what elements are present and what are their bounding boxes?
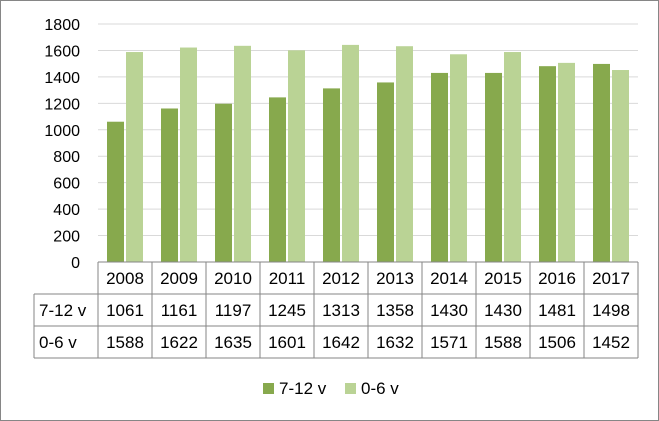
table-row-label-0-6v: 0-6 v (39, 333, 77, 352)
bar-0-6v-2011 (288, 50, 305, 262)
table-value-0-6v-2009: 1622 (160, 333, 198, 352)
table-value-0-6v-2016: 1506 (538, 333, 576, 352)
bar-0-6v-2017 (612, 70, 629, 262)
data-table: 2008 2009 2010 2011 2012 2013 2014 2015 2016 2017… (33, 261, 639, 359)
y-tick-label-200: 200 (53, 229, 80, 246)
table-value-7-12v-2013: 1358 (376, 301, 414, 320)
bar-7-12v-2014 (431, 72, 448, 262)
legend-swatch-0-6v (345, 383, 356, 394)
table-value-7-12v-2008: 1061 (106, 301, 144, 320)
table-value-0-6v-2015: 1588 (484, 333, 522, 352)
category-label-2013: 2013 (376, 269, 414, 288)
bar-7-12v-2017 (593, 63, 610, 263)
bars (107, 44, 629, 263)
category-label-2015: 2015 (484, 269, 522, 288)
legend-label-0-6v: 0-6 v (361, 379, 399, 398)
category-label-2017: 2017 (592, 269, 630, 288)
table-value-7-12v-2014: 1430 (430, 301, 468, 320)
table-value-7-12v-2012: 1313 (322, 301, 360, 320)
category-label-2010: 2010 (214, 269, 252, 288)
bar-0-6v-2016 (558, 62, 575, 262)
legend: 7-12 v 0-6 v (263, 379, 399, 398)
y-tick-label-1400: 1400 (44, 70, 80, 87)
legend-label-7-12v: 7-12 v (279, 379, 327, 398)
bar-0-6v-2009 (180, 47, 197, 263)
table-value-0-6v-2010: 1635 (214, 333, 252, 352)
bar-7-12v-2013 (377, 82, 394, 262)
category-label-2014: 2014 (430, 269, 468, 288)
table-value-7-12v-2011: 1245 (268, 301, 306, 320)
y-tick-label-1600: 1600 (44, 43, 80, 60)
bar-7-12v-2012 (323, 88, 340, 263)
y-axis-tick-labels: 0 200 400 600 800 1000 1200 1400 1600 1800 (44, 17, 80, 272)
table-value-0-6v-2014: 1571 (430, 333, 468, 352)
bar-7-12v-2010 (215, 103, 232, 262)
bar-0-6v-2014 (450, 54, 467, 263)
category-label-2012: 2012 (322, 269, 360, 288)
bar-7-12v-2008 (107, 121, 124, 262)
y-tick-label-600: 600 (53, 176, 80, 193)
bar-0-6v-2012 (342, 44, 359, 262)
table-value-7-12v-2017: 1498 (592, 301, 630, 320)
category-label-2008: 2008 (106, 269, 144, 288)
y-tick-label-0: 0 (71, 255, 80, 272)
bar-7-12v-2016 (539, 66, 556, 262)
table-value-0-6v-2013: 1632 (376, 333, 414, 352)
table-value-0-6v-2008: 1588 (106, 333, 144, 352)
legend-swatch-7-12v (263, 383, 274, 394)
y-tick-label-1200: 1200 (44, 96, 80, 113)
table-value-0-6v-2011: 1601 (268, 333, 306, 352)
gridlines (98, 23, 638, 263)
table-value-7-12v-2016: 1481 (538, 301, 576, 320)
category-label-2009: 2009 (160, 269, 198, 288)
y-tick-label-400: 400 (53, 202, 80, 219)
y-tick-label-1800: 1800 (44, 17, 80, 34)
table-row-label-7-12v: 7-12 v (39, 301, 87, 320)
y-tick-label-800: 800 (53, 149, 80, 166)
category-label-2011: 2011 (269, 269, 306, 288)
bar-0-6v-2013 (396, 46, 413, 262)
table-value-7-12v-2010: 1197 (215, 301, 252, 320)
table-value-0-6v-2017: 1452 (592, 333, 630, 352)
bar-7-12v-2011 (269, 97, 286, 262)
bar-7-12v-2009 (161, 108, 178, 263)
category-label-2016: 2016 (538, 269, 576, 288)
bar-7-12v-2015 (485, 72, 502, 262)
table-value-7-12v-2015: 1430 (484, 301, 522, 320)
y-tick-label-1000: 1000 (44, 123, 80, 140)
table-value-0-6v-2012: 1642 (322, 333, 360, 352)
table-value-7-12v-2009: 1161 (161, 301, 198, 320)
bar-0-6v-2015 (504, 52, 521, 262)
bar-0-6v-2010 (234, 45, 251, 262)
bar-0-6v-2008 (126, 52, 143, 262)
